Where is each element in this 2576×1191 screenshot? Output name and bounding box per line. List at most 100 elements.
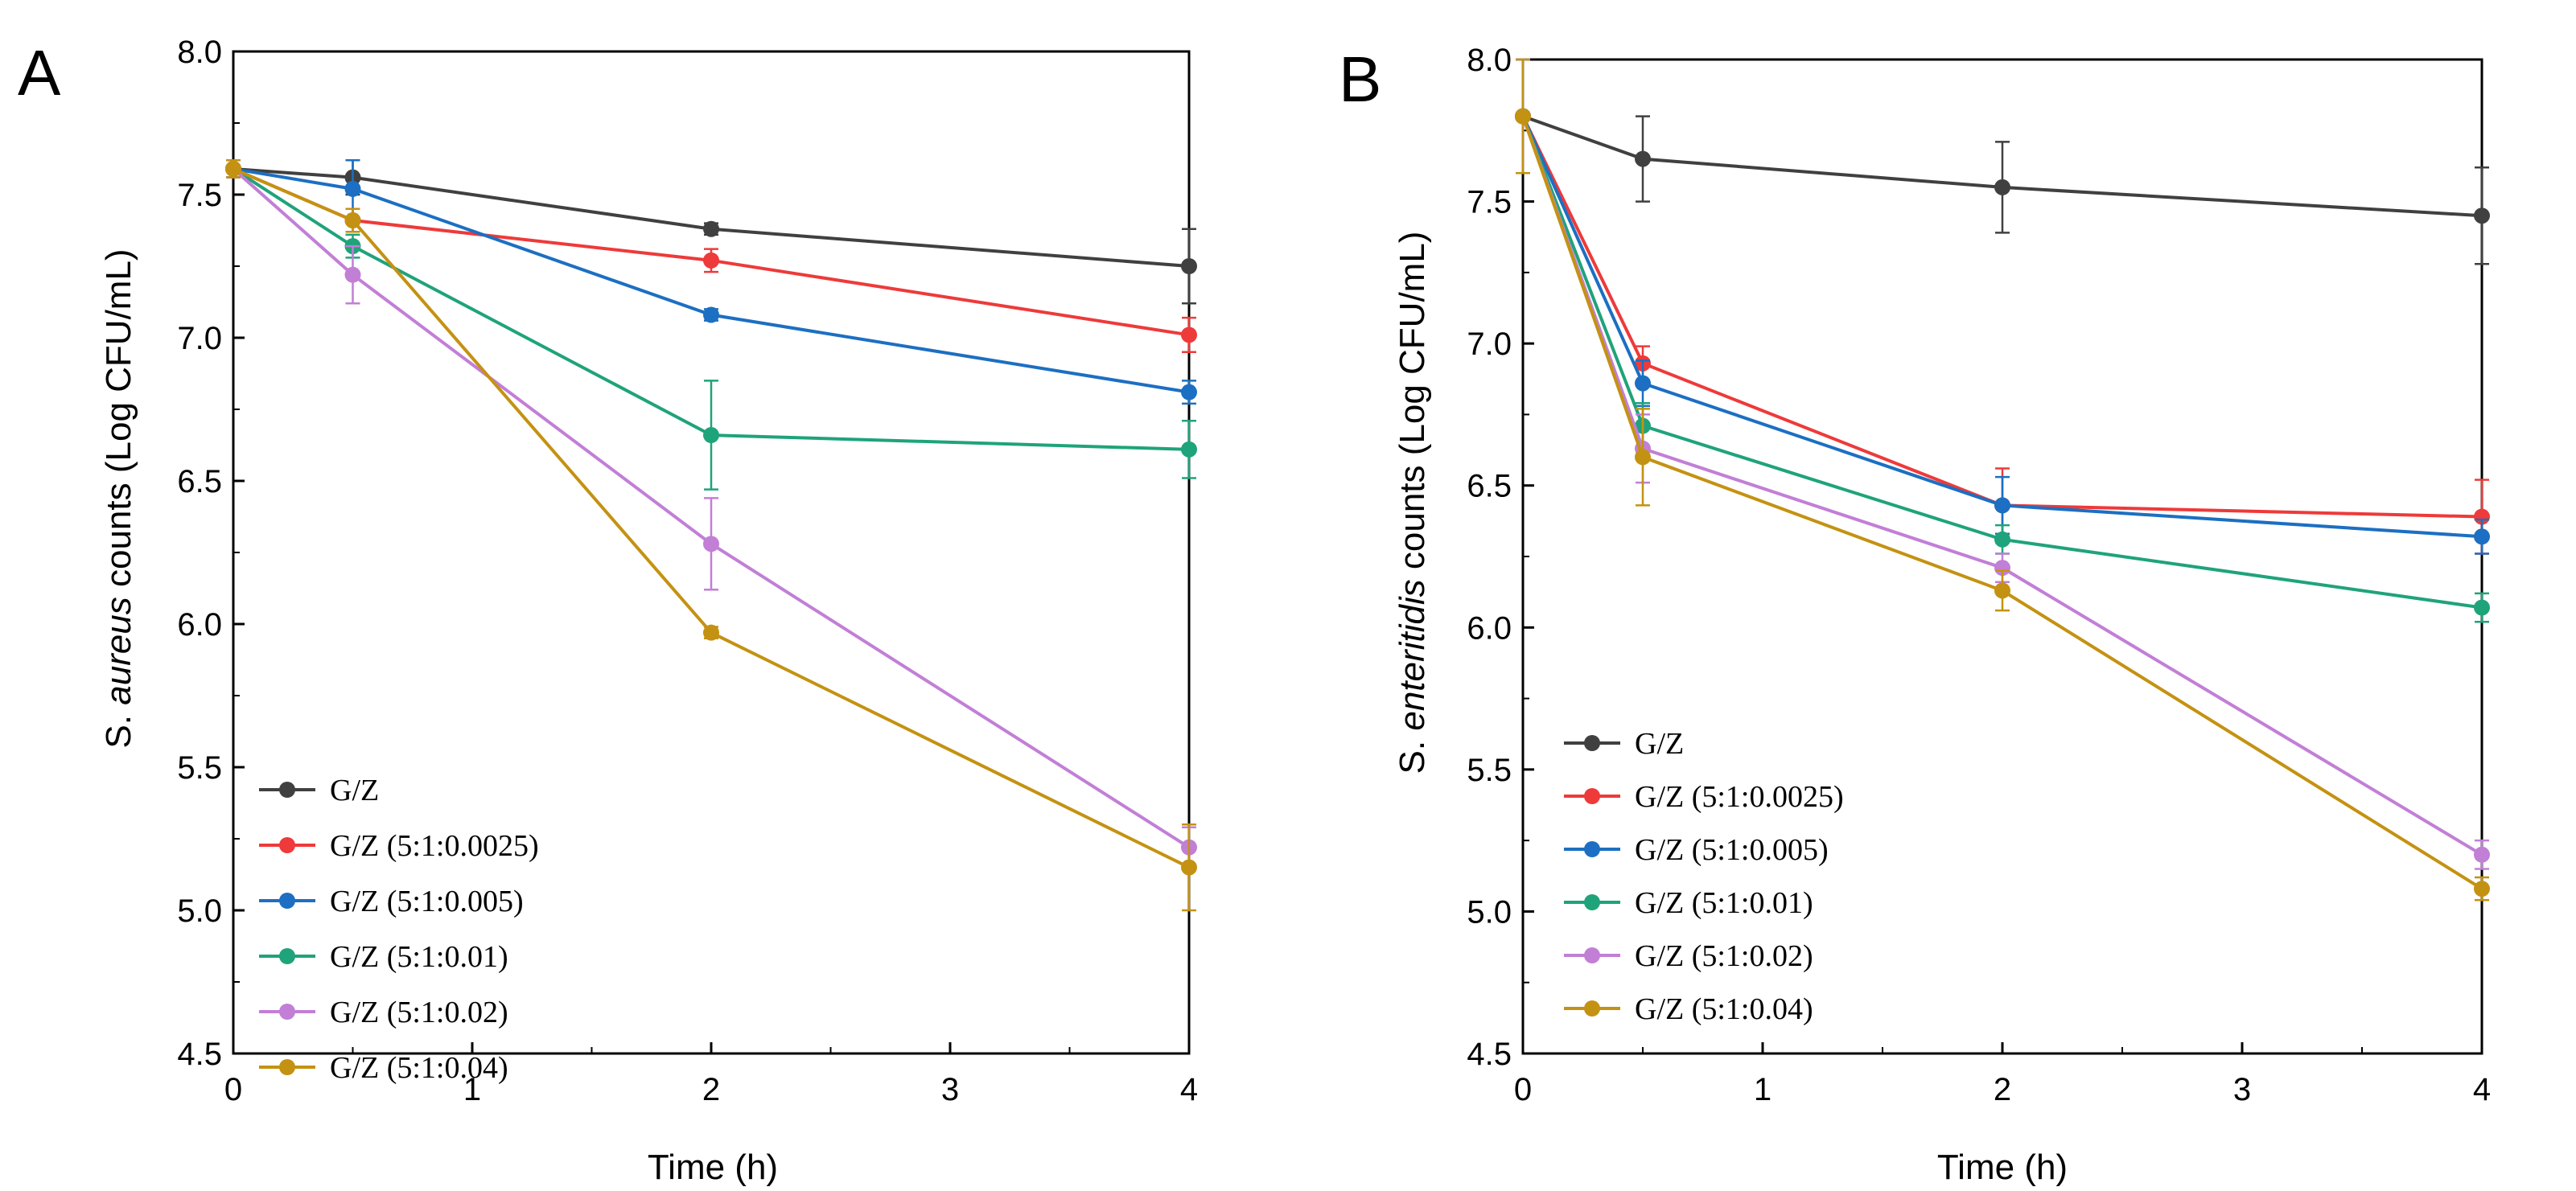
legend-item: G/Z bbox=[1564, 727, 1684, 761]
legend-swatch-marker bbox=[1584, 894, 1600, 910]
x-tick-label: 3 bbox=[2233, 1072, 2251, 1107]
legend-swatch-marker bbox=[1584, 788, 1600, 804]
legend-item: G/Z (5:1:0.0025) bbox=[259, 829, 539, 863]
legend-swatch-marker bbox=[279, 782, 295, 798]
legend-label: G/Z (5:1:0.02) bbox=[330, 996, 508, 1029]
data-point bbox=[2474, 207, 2490, 224]
legend-label: G/Z bbox=[1635, 727, 1684, 761]
data-point bbox=[2474, 508, 2490, 525]
y-tick-label: 5.0 bbox=[1467, 894, 1512, 930]
y-tick-label: 5.0 bbox=[177, 893, 222, 929]
y-tick-label: 7.0 bbox=[1467, 326, 1512, 362]
y-tick-label: 6.0 bbox=[177, 607, 222, 643]
y-tick-label: 7.5 bbox=[177, 178, 222, 213]
legend-swatch-marker bbox=[279, 893, 295, 909]
data-point bbox=[2474, 599, 2490, 616]
legend-label: G/Z (5:1:0.04) bbox=[1635, 992, 1813, 1026]
y-axis-title: S. enteritidis counts (Log CFU/mL) bbox=[1393, 232, 1432, 774]
data-point bbox=[1994, 531, 2010, 548]
y-tick-label: 6.5 bbox=[1467, 469, 1512, 504]
legend-swatch-marker bbox=[279, 948, 295, 964]
legend-item: G/Z (5:1:0.0025) bbox=[1564, 780, 1844, 814]
series-line bbox=[232, 166, 1190, 268]
y-tick-label: 7.0 bbox=[177, 321, 222, 356]
panel-b: B S. enteritidis counts (Log CFU/mL) Tim… bbox=[1339, 43, 2491, 1187]
y-axis-title: S. aureus counts (Log CFU/mL) bbox=[99, 248, 138, 748]
y-tick-label: 6.0 bbox=[1467, 610, 1512, 646]
legend-label: G/Z (5:1:0.01) bbox=[330, 940, 508, 974]
data-point bbox=[344, 180, 361, 197]
data-point bbox=[225, 160, 241, 177]
legend-item: G/Z (5:1:0.02) bbox=[1564, 939, 1813, 973]
legend-swatch-marker bbox=[279, 1059, 295, 1075]
series-3 bbox=[1515, 58, 2490, 555]
y-tick-label: 4.5 bbox=[1467, 1037, 1512, 1072]
x-tick-label: 4 bbox=[1180, 1072, 1198, 1107]
x-tick-label: 0 bbox=[1514, 1072, 1532, 1107]
y-tick-label: 5.5 bbox=[1467, 753, 1512, 788]
series-line bbox=[1521, 115, 2483, 539]
legend-item: G/Z (5:1:0.01) bbox=[259, 940, 508, 974]
legend-swatch-marker bbox=[1584, 841, 1600, 857]
x-tick-label: 3 bbox=[941, 1072, 959, 1107]
data-point bbox=[1181, 258, 1197, 274]
x-tick-label: 1 bbox=[463, 1072, 481, 1107]
data-point bbox=[703, 252, 719, 269]
legend-label: G/Z (5:1:0.01) bbox=[1635, 886, 1813, 920]
data-point bbox=[1994, 179, 2010, 195]
x-axis-title: Time (h) bbox=[1937, 1148, 2068, 1187]
legend-item: G/Z (5:1:0.01) bbox=[1564, 886, 1813, 920]
series-line bbox=[1521, 115, 2483, 890]
legend-label: G/Z (5:1:0.0025) bbox=[1635, 780, 1844, 814]
data-point bbox=[2474, 846, 2490, 863]
series-4 bbox=[225, 159, 1197, 491]
series-line bbox=[1521, 115, 2483, 610]
legend-item: G/Z bbox=[259, 774, 379, 807]
legend-item: G/Z (5:1:0.005) bbox=[259, 885, 524, 918]
data-point bbox=[1181, 326, 1197, 343]
y-tick-label: 7.5 bbox=[1467, 185, 1512, 220]
y-tick-label: 5.5 bbox=[177, 750, 222, 786]
data-point bbox=[1515, 108, 1531, 125]
series-6 bbox=[1515, 58, 2490, 901]
x-tick-label: 1 bbox=[1754, 1072, 1772, 1107]
data-point bbox=[703, 427, 719, 444]
x-tick-label: 4 bbox=[2473, 1072, 2491, 1107]
series-line bbox=[232, 167, 1190, 451]
legend-item: G/Z (5:1:0.005) bbox=[1564, 833, 1829, 867]
series-1 bbox=[1515, 58, 2490, 265]
legend-swatch-marker bbox=[279, 837, 295, 853]
series-line bbox=[232, 166, 1190, 394]
legend-label: G/Z (5:1:0.0025) bbox=[330, 829, 539, 863]
series-line bbox=[232, 167, 1191, 849]
data-point bbox=[1635, 375, 1651, 392]
panel-letter: A bbox=[18, 37, 61, 109]
x-tick-label: 2 bbox=[702, 1072, 720, 1107]
legend-label: G/Z (5:1:0.04) bbox=[330, 1051, 508, 1085]
legend-label: G/Z (5:1:0.005) bbox=[330, 885, 524, 918]
y-tick-label: 8.0 bbox=[1467, 43, 1512, 78]
data-point bbox=[703, 536, 719, 552]
series-line bbox=[232, 167, 1190, 869]
legend-label: G/Z bbox=[330, 774, 379, 807]
data-point bbox=[1994, 497, 2010, 514]
x-tick-label: 2 bbox=[1994, 1072, 2011, 1107]
legend-item: G/Z (5:1:0.04) bbox=[1564, 992, 1813, 1026]
data-point bbox=[703, 306, 719, 323]
data-point bbox=[344, 212, 361, 229]
data-point bbox=[2474, 881, 2490, 897]
legend-swatch-marker bbox=[1584, 735, 1600, 751]
x-tick-label: 0 bbox=[224, 1072, 242, 1107]
data-point bbox=[2474, 528, 2490, 545]
legend-swatch-marker bbox=[1584, 947, 1600, 963]
data-point bbox=[1994, 560, 2010, 577]
legend: G/Z G/Z (5:1:0.0025) G/Z (5:1:0.005) G/Z (5… bbox=[259, 774, 539, 1085]
panel-a: A S. aureus counts (Log CFU/mL) Time (h)… bbox=[18, 35, 1198, 1187]
data-point bbox=[1635, 150, 1651, 167]
legend-item: G/Z (5:1:0.04) bbox=[259, 1051, 508, 1085]
panel-letter: B bbox=[1339, 43, 1381, 115]
series-line bbox=[1521, 115, 2483, 519]
legend-swatch-marker bbox=[1584, 1000, 1600, 1016]
series-1 bbox=[225, 159, 1197, 305]
